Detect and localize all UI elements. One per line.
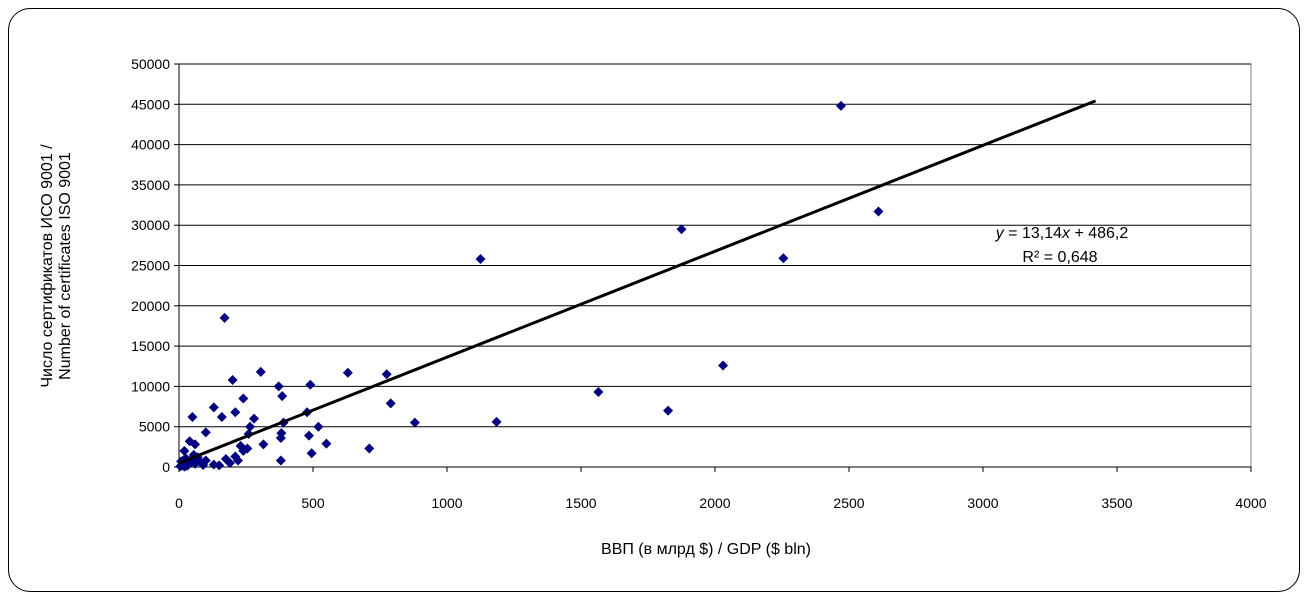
data-point — [198, 459, 209, 470]
data-point — [276, 428, 287, 439]
data-point — [208, 402, 219, 413]
data-point — [305, 379, 316, 390]
data-point — [249, 413, 260, 424]
data-point — [409, 417, 420, 428]
y-axis-title-line-2: Number of certificates ISO 9001 — [57, 152, 74, 380]
data-point — [835, 100, 846, 111]
data-point — [385, 398, 396, 409]
data-point — [663, 405, 674, 416]
x-tick-label: 2500 — [833, 495, 864, 511]
data-points — [175, 100, 884, 472]
data-point — [238, 393, 249, 404]
data-point — [364, 443, 375, 454]
y-tick-label: 40000 — [131, 137, 170, 153]
r-squared-label: R² = 0,648 — [1022, 249, 1097, 266]
data-point — [381, 369, 392, 380]
data-point — [718, 360, 729, 371]
axes — [174, 63, 1252, 472]
data-point — [593, 387, 604, 398]
data-point — [475, 254, 486, 265]
y-tick-label: 10000 — [131, 378, 170, 394]
y-tick-label: 0 — [162, 459, 170, 475]
y-tick-label: 30000 — [131, 217, 170, 233]
x-tick-label: 4000 — [1235, 495, 1266, 511]
y-tick-label: 35000 — [131, 177, 170, 193]
data-point — [491, 416, 502, 427]
data-point — [190, 439, 201, 450]
y-tick-label: 5000 — [139, 419, 170, 435]
data-point — [214, 460, 225, 471]
x-tick-label: 3000 — [967, 495, 998, 511]
data-point — [216, 412, 227, 423]
x-tick-label: 2000 — [699, 495, 730, 511]
data-point — [303, 430, 314, 441]
data-point — [227, 374, 238, 385]
data-point — [230, 407, 241, 418]
y-tick-labels: 0 5000 10000 15000 20000 25000 30000 35000 40000… — [131, 56, 170, 475]
x-axis-title: ВВП (в млрд $) / GDP ($ bln) — [601, 541, 811, 558]
x-tick-labels: 0 500 1000 1500 2000 2500 3000 3500 4000 — [175, 495, 1267, 511]
y-tick-label: 50000 — [131, 56, 170, 72]
data-point — [342, 367, 353, 378]
y-tick-label: 45000 — [131, 96, 170, 112]
trendline-group — [178, 99, 1097, 465]
data-point — [275, 455, 286, 466]
y-tick-label: 25000 — [131, 258, 170, 274]
data-point — [321, 438, 332, 449]
data-point — [873, 206, 884, 217]
x-tick-label: 1500 — [565, 495, 596, 511]
data-point — [273, 381, 284, 392]
trendline — [178, 99, 1097, 465]
data-point — [676, 224, 687, 235]
data-point — [187, 412, 198, 423]
data-point — [235, 441, 246, 452]
data-point — [306, 448, 317, 459]
data-point — [219, 312, 230, 323]
gridlines — [179, 63, 1251, 428]
x-tick-label: 500 — [301, 495, 325, 511]
data-point — [232, 455, 243, 466]
data-point — [245, 421, 256, 432]
data-point — [778, 253, 789, 264]
x-tick-label: 1000 — [431, 495, 462, 511]
x-tick-label: 0 — [175, 495, 183, 511]
data-point — [277, 391, 288, 402]
data-point — [313, 421, 324, 432]
data-point — [255, 366, 266, 377]
data-point — [200, 427, 211, 438]
y-axis-title-line-1: Число сертификатов ИСО 9001 / — [39, 144, 56, 388]
x-tick-label: 3500 — [1101, 495, 1132, 511]
data-point — [220, 453, 231, 464]
data-point — [179, 461, 190, 472]
y-tick-label: 20000 — [131, 298, 170, 314]
trendline-equation: y = 13,14x + 486,2 — [995, 225, 1129, 242]
data-point — [179, 445, 190, 456]
y-tick-label: 15000 — [131, 338, 170, 354]
data-point — [258, 439, 269, 450]
